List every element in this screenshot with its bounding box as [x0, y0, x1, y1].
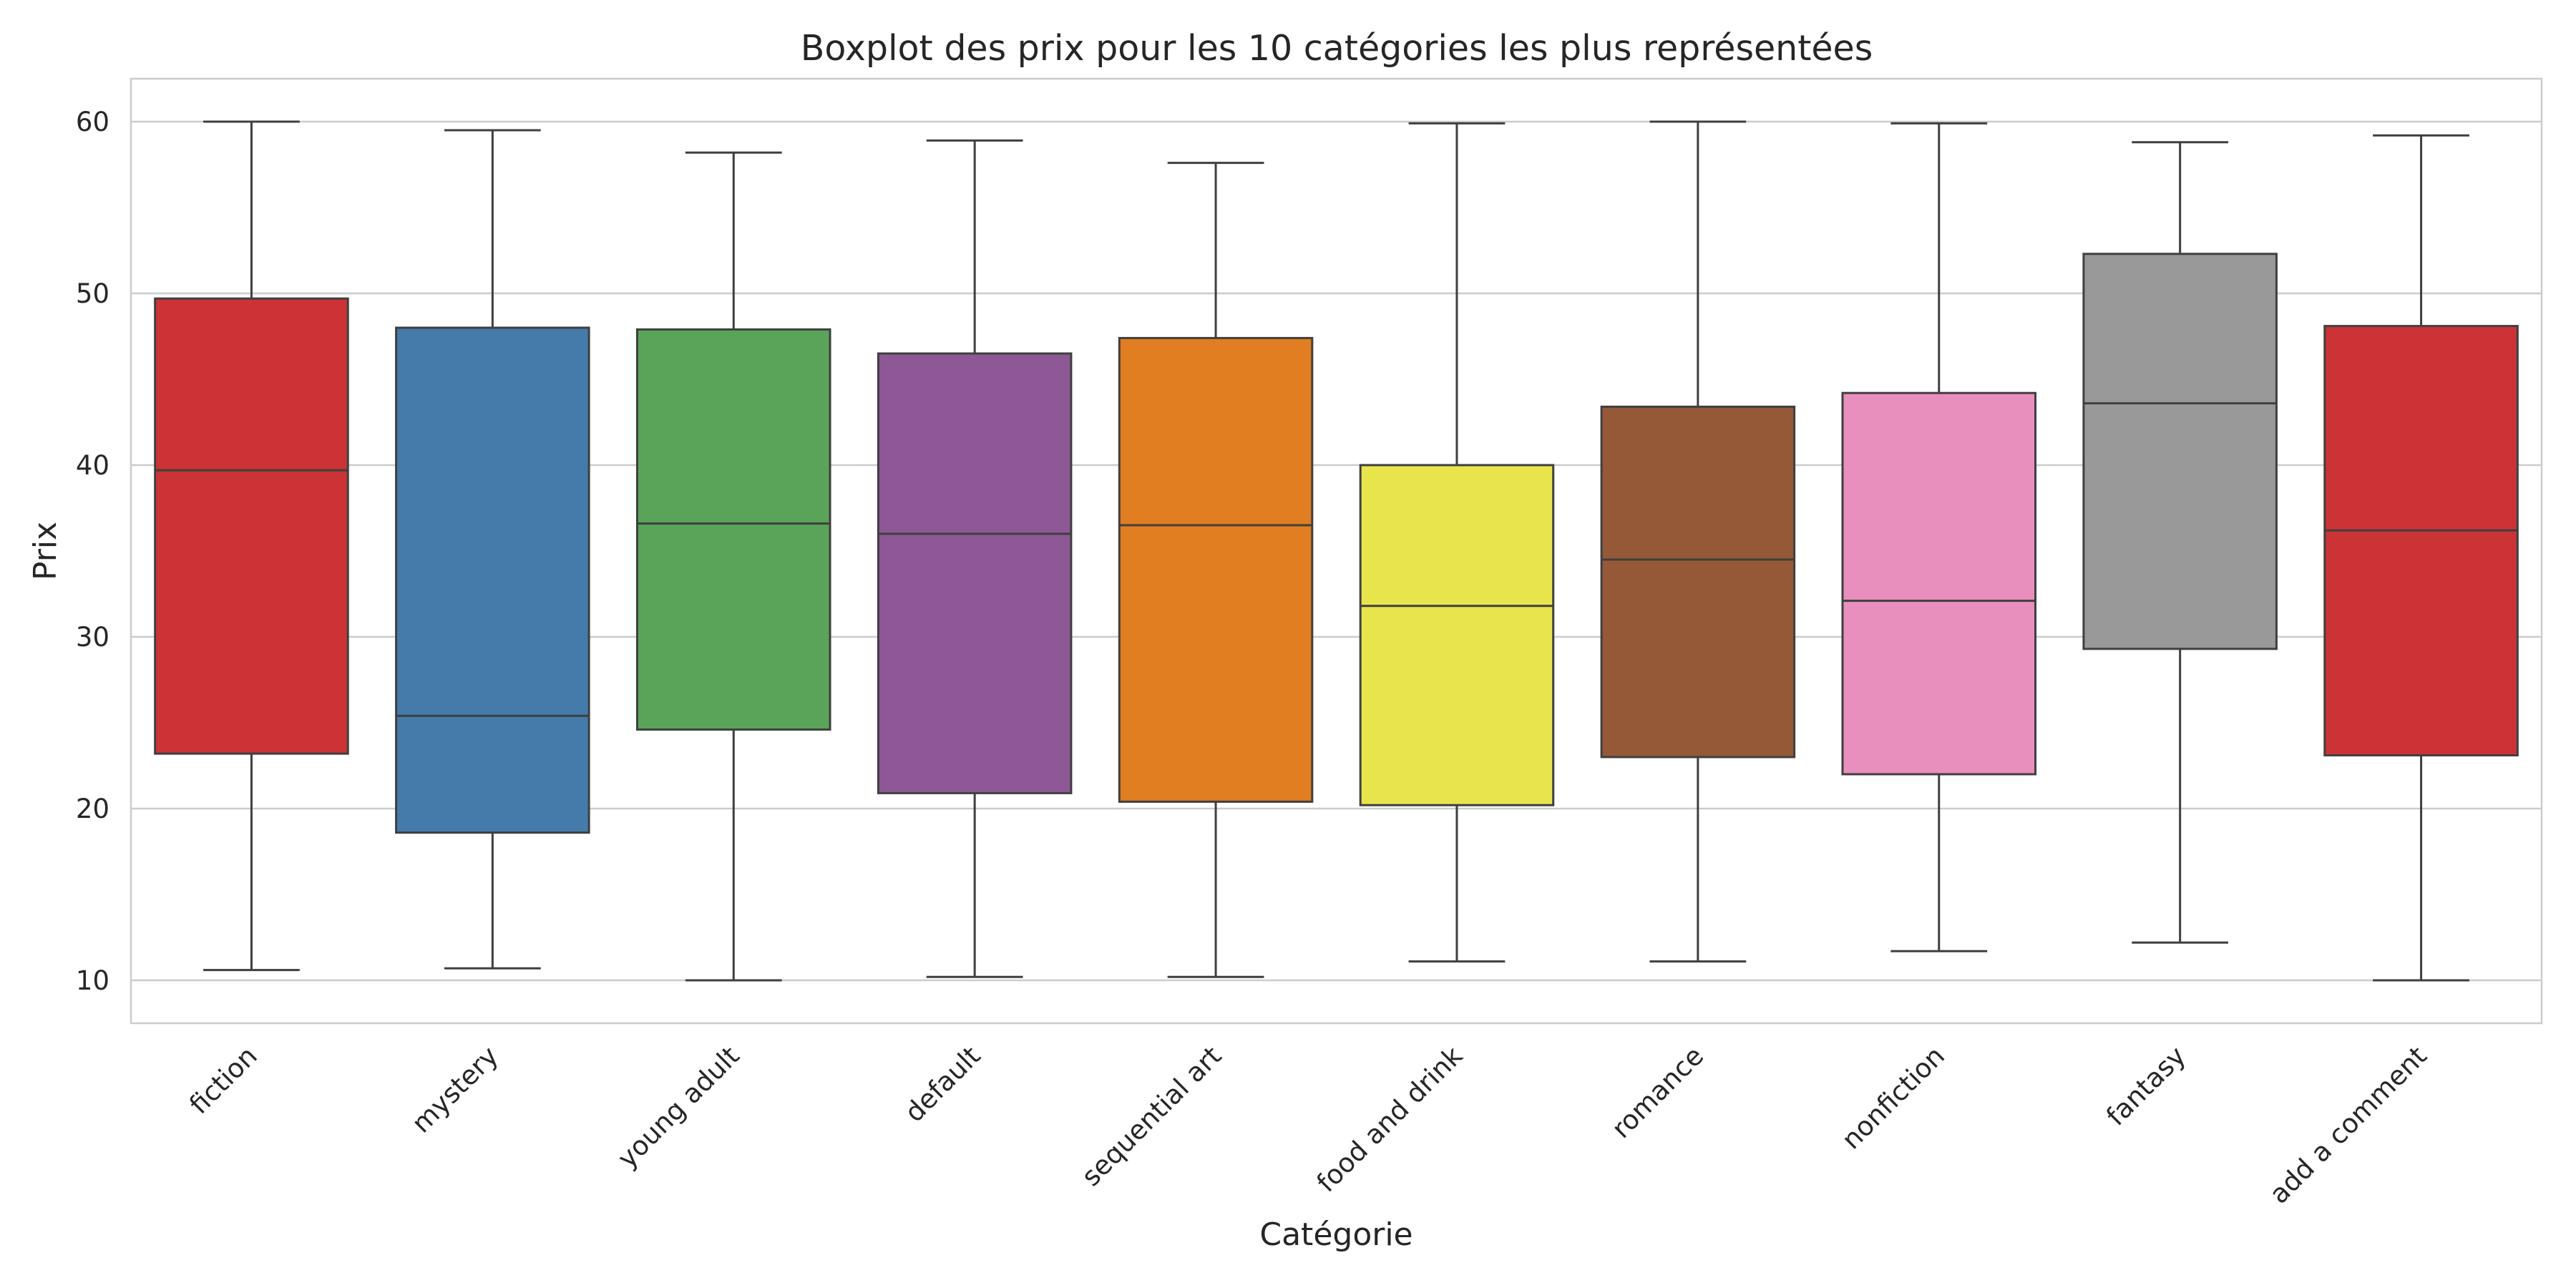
iqr-box [635, 328, 831, 731]
iqr-box [1841, 391, 2037, 776]
iqr-box [395, 326, 590, 834]
iqr-box [154, 297, 349, 755]
y-tick-label: 10 [76, 965, 109, 996]
box-group [1118, 162, 1314, 978]
x-axis-label: Catégorie [1259, 1216, 1413, 1253]
box-group [2082, 141, 2278, 944]
y-tick-label: 40 [76, 450, 109, 481]
y-axis-label: Prix [27, 522, 64, 580]
box-group [1841, 122, 2037, 952]
chart-title: Boxplot des prix pour les 10 catégories … [801, 28, 1873, 69]
box-group [1600, 120, 1796, 963]
box-group [1359, 122, 1555, 963]
iqr-box [2323, 325, 2519, 757]
box-group [395, 129, 590, 970]
iqr-box [1600, 405, 1796, 758]
y-axis-ticks: 10 20 30 40 50 60 [76, 107, 109, 996]
y-tick-label: 60 [76, 107, 109, 137]
y-tick-label: 50 [76, 278, 109, 309]
box-group [2323, 134, 2519, 982]
box-group [154, 120, 349, 972]
y-tick-label: 20 [76, 794, 109, 824]
iqr-box [877, 352, 1073, 794]
box-series [154, 120, 2519, 982]
iqr-box [1118, 336, 1314, 803]
box-group [877, 139, 1073, 978]
iqr-box [1359, 464, 1555, 806]
y-tick-label: 30 [76, 622, 109, 653]
box-group [635, 151, 831, 982]
plot-area-frame [130, 77, 2543, 1025]
iqr-box [2082, 253, 2278, 650]
